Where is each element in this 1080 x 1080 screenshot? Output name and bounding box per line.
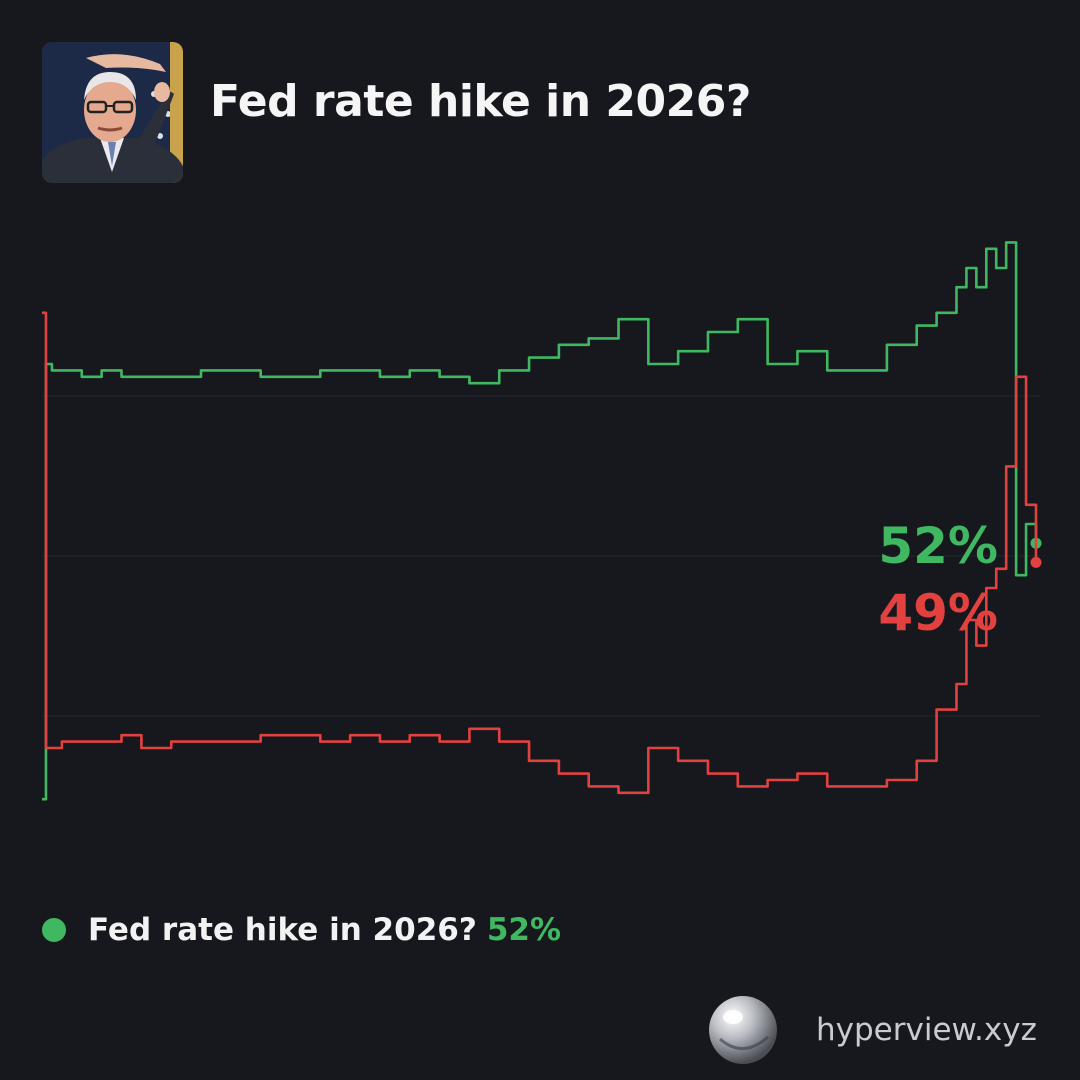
series-line-yes: [42, 241, 1038, 801]
chart-end-labels: 52%49%: [878, 517, 998, 642]
series-line-no: [42, 311, 1038, 795]
end-label-yes: 52%: [878, 517, 998, 575]
chart-series: [42, 241, 1042, 801]
legend-value: 52%: [486, 912, 562, 948]
legend-dot-icon: [42, 918, 66, 942]
market-image: [42, 42, 183, 183]
end-label-no: 49%: [878, 584, 998, 642]
brand[interactable]: hyperview.xyz: [706, 990, 1037, 1070]
end-point-no: [1030, 556, 1042, 568]
fed-chair-portrait: [42, 42, 183, 183]
brand-name[interactable]: hyperview.xyz: [816, 1012, 1037, 1048]
legend-label: Fed rate hike in 2026?: [88, 912, 477, 948]
chart-gridlines: [42, 395, 1040, 717]
market-title: Fed rate hike in 2026?: [210, 76, 751, 127]
legend: Fed rate hike in 2026? 52%: [42, 906, 561, 954]
sphere-logo-icon: [706, 993, 780, 1067]
